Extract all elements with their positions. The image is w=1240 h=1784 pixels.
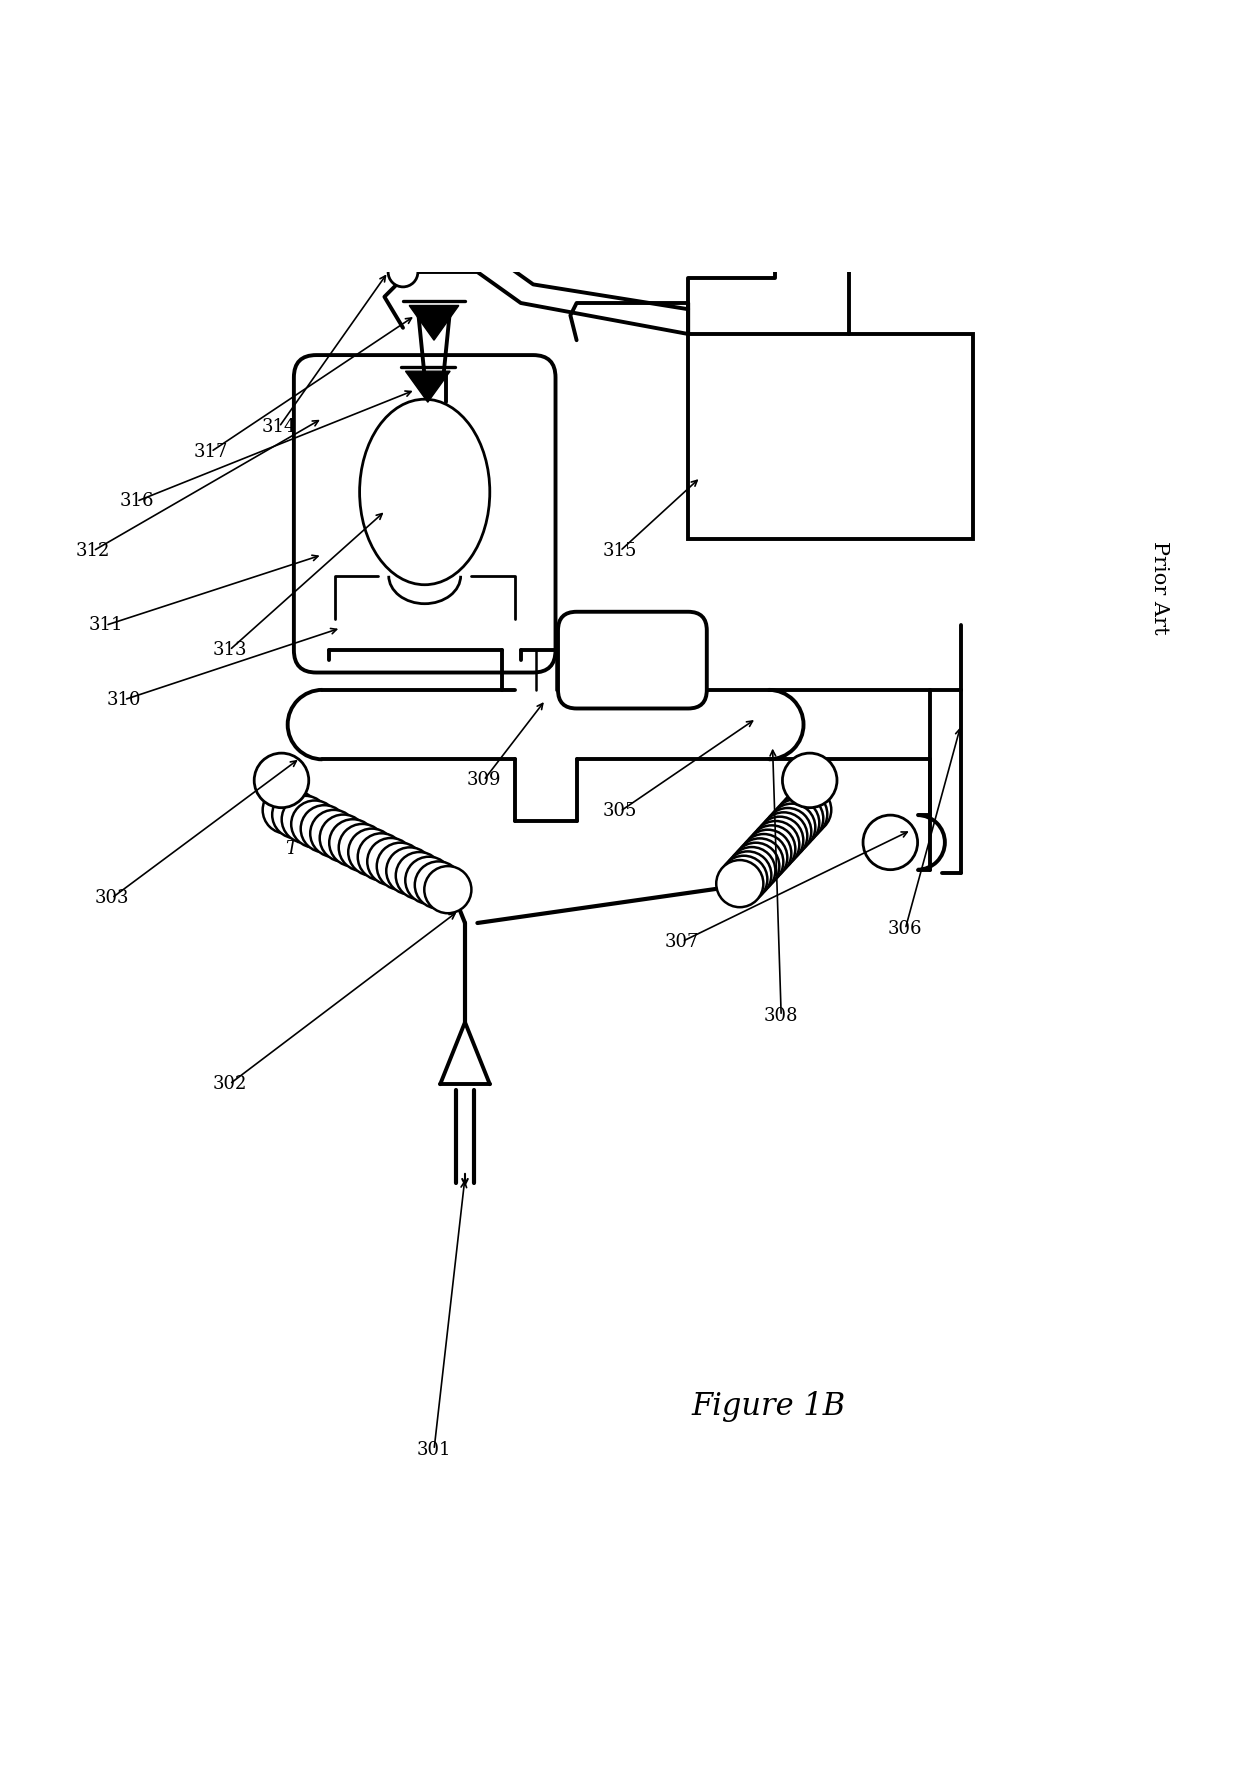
Circle shape xyxy=(863,815,918,869)
Text: 302: 302 xyxy=(212,1076,247,1094)
Circle shape xyxy=(388,257,418,287)
Circle shape xyxy=(764,808,811,855)
Polygon shape xyxy=(409,305,459,341)
FancyBboxPatch shape xyxy=(294,355,556,673)
Circle shape xyxy=(387,847,434,894)
Circle shape xyxy=(769,803,816,851)
Circle shape xyxy=(784,787,831,833)
Bar xyxy=(688,334,973,539)
FancyBboxPatch shape xyxy=(558,612,707,708)
Text: Prior Art: Prior Art xyxy=(1149,541,1169,635)
Circle shape xyxy=(377,842,424,890)
Circle shape xyxy=(780,790,827,838)
Text: 303: 303 xyxy=(94,888,129,908)
Circle shape xyxy=(740,835,787,881)
Circle shape xyxy=(720,856,768,903)
Circle shape xyxy=(310,810,357,856)
Circle shape xyxy=(405,856,453,904)
Text: 314: 314 xyxy=(262,417,296,435)
Circle shape xyxy=(358,833,404,881)
Text: 308: 308 xyxy=(764,1006,799,1026)
Text: 315: 315 xyxy=(603,542,637,560)
Circle shape xyxy=(782,753,837,808)
Circle shape xyxy=(263,787,310,833)
Circle shape xyxy=(300,805,347,853)
Circle shape xyxy=(291,801,339,847)
Circle shape xyxy=(329,819,377,867)
Text: 310: 310 xyxy=(107,690,141,708)
Circle shape xyxy=(273,790,320,838)
Text: 317: 317 xyxy=(193,442,228,460)
Text: 312: 312 xyxy=(76,542,110,560)
Text: 311: 311 xyxy=(88,617,123,635)
Circle shape xyxy=(760,812,807,860)
Text: 305: 305 xyxy=(603,803,637,821)
Circle shape xyxy=(339,824,386,871)
Circle shape xyxy=(728,847,775,894)
Circle shape xyxy=(737,838,784,885)
Text: Figure 1B: Figure 1B xyxy=(692,1392,846,1422)
Circle shape xyxy=(414,862,461,908)
Circle shape xyxy=(254,753,309,808)
Circle shape xyxy=(320,815,367,862)
Circle shape xyxy=(396,853,443,899)
Ellipse shape xyxy=(360,400,490,585)
Circle shape xyxy=(348,828,396,876)
Circle shape xyxy=(773,799,820,846)
Circle shape xyxy=(367,838,414,885)
Text: 309: 309 xyxy=(466,771,501,789)
Text: T: T xyxy=(285,840,298,858)
Text: 306: 306 xyxy=(888,921,923,938)
Circle shape xyxy=(756,817,804,863)
Circle shape xyxy=(748,826,795,872)
Text: 307: 307 xyxy=(665,933,699,951)
Text: 301: 301 xyxy=(417,1441,451,1459)
Circle shape xyxy=(732,842,779,890)
Circle shape xyxy=(424,865,471,913)
Text: 313: 313 xyxy=(212,640,247,660)
Circle shape xyxy=(753,821,800,869)
Circle shape xyxy=(776,796,823,842)
Circle shape xyxy=(724,851,771,899)
Circle shape xyxy=(744,830,791,876)
Circle shape xyxy=(717,860,764,908)
Text: 316: 316 xyxy=(119,492,154,510)
Circle shape xyxy=(281,796,329,844)
Polygon shape xyxy=(405,371,450,401)
